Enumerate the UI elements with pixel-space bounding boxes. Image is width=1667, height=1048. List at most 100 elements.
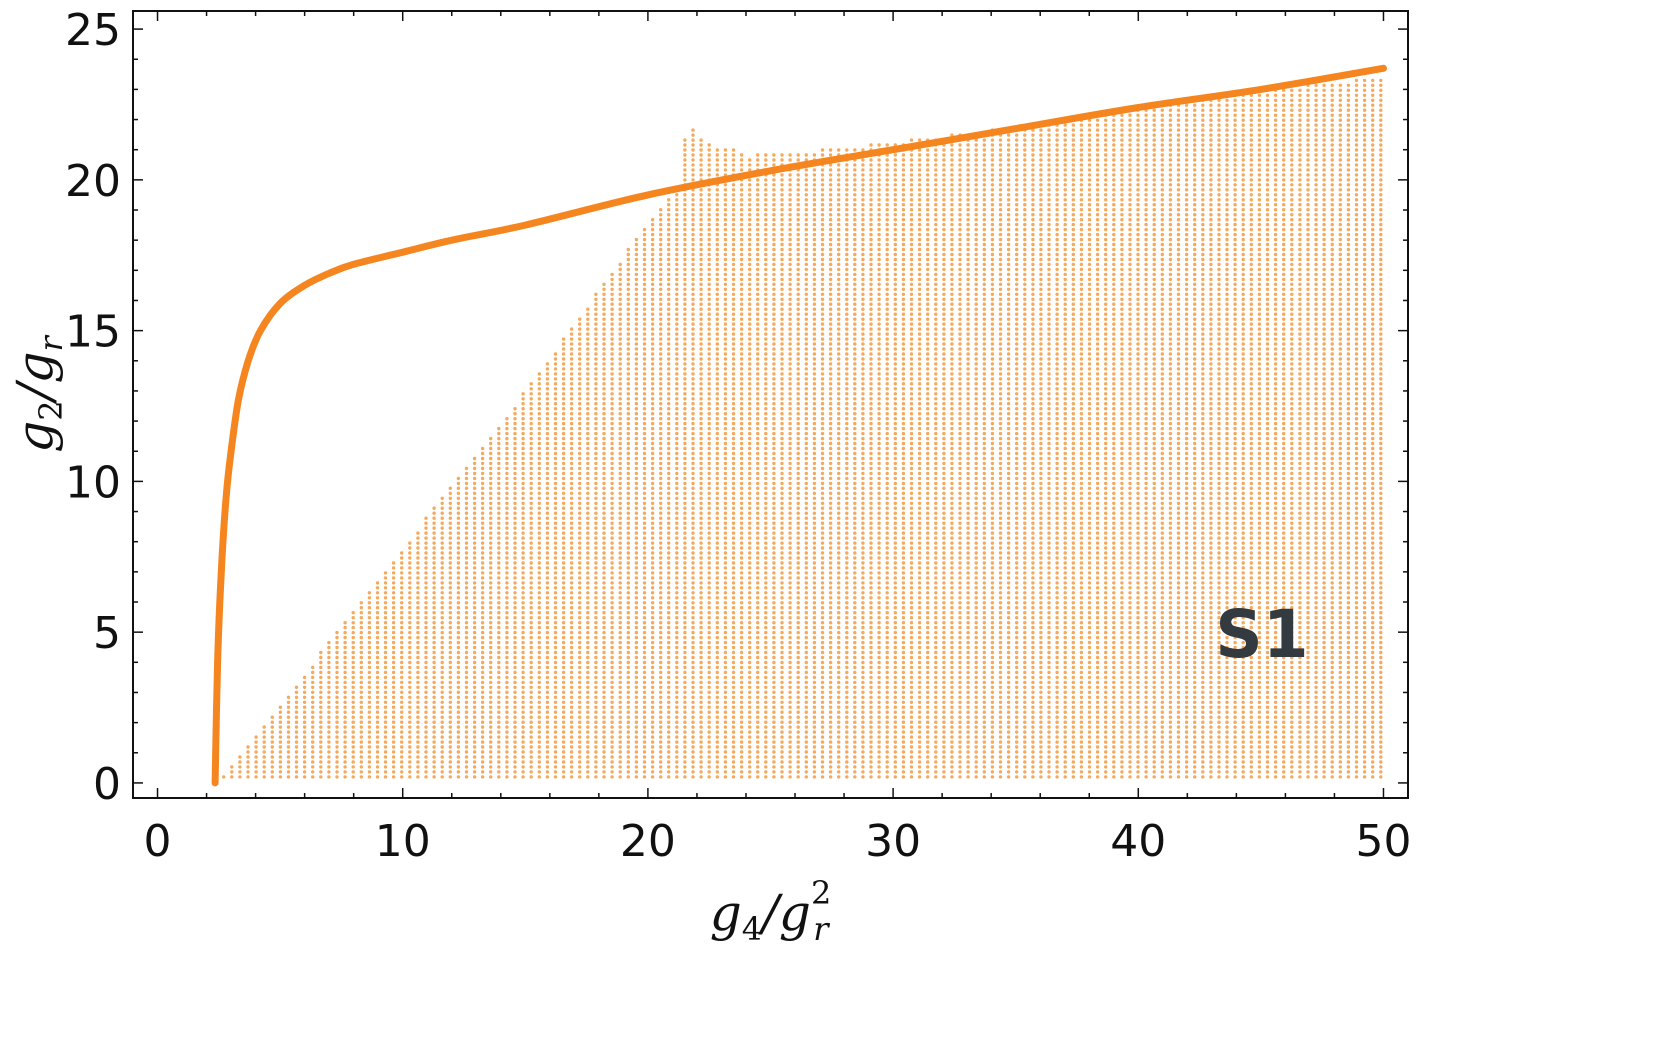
region-point bbox=[739, 765, 744, 769]
region-point bbox=[578, 461, 582, 466]
region-point bbox=[650, 456, 655, 461]
region-point bbox=[561, 546, 566, 550]
region-point bbox=[424, 566, 428, 570]
region-point bbox=[731, 556, 736, 560]
region-point bbox=[715, 421, 719, 426]
region-point bbox=[618, 461, 622, 466]
region-point bbox=[400, 710, 404, 714]
region-point bbox=[764, 203, 768, 207]
region-point bbox=[699, 680, 703, 685]
region-point bbox=[594, 397, 598, 401]
region-point bbox=[537, 426, 541, 431]
region-point bbox=[594, 412, 598, 416]
region-point bbox=[683, 546, 687, 550]
region-point bbox=[715, 690, 719, 694]
region-point bbox=[748, 576, 752, 580]
region-point bbox=[618, 561, 622, 565]
region-point bbox=[416, 556, 420, 560]
region-point bbox=[659, 710, 663, 714]
region-point bbox=[602, 307, 606, 311]
region-point bbox=[440, 566, 444, 570]
region-point bbox=[739, 700, 744, 704]
region-point bbox=[683, 441, 687, 446]
region-point bbox=[667, 377, 671, 381]
region-point bbox=[723, 208, 728, 212]
region-point bbox=[707, 412, 711, 416]
region-point bbox=[780, 566, 784, 570]
region-point bbox=[618, 262, 622, 267]
region-point bbox=[667, 337, 671, 341]
region-point bbox=[497, 730, 501, 734]
region-point bbox=[650, 621, 655, 625]
region-point bbox=[440, 730, 444, 734]
region-point bbox=[659, 412, 663, 416]
region-point bbox=[489, 715, 493, 719]
region-point bbox=[367, 690, 372, 694]
region-point bbox=[432, 715, 436, 719]
region-point bbox=[756, 621, 760, 625]
region-point bbox=[400, 770, 404, 774]
region-point bbox=[650, 715, 655, 719]
region-point bbox=[440, 616, 444, 620]
region-point bbox=[675, 621, 679, 625]
region-point bbox=[569, 426, 574, 431]
region-point bbox=[578, 377, 582, 381]
region-point bbox=[416, 690, 420, 694]
region-point bbox=[683, 625, 687, 630]
region-point bbox=[691, 222, 695, 227]
region-point bbox=[723, 312, 728, 316]
region-point bbox=[731, 257, 736, 262]
region-point bbox=[391, 740, 396, 744]
region-point bbox=[667, 635, 671, 640]
region-point bbox=[756, 576, 760, 580]
region-point bbox=[505, 546, 509, 550]
region-point bbox=[464, 730, 469, 734]
region-point bbox=[521, 496, 525, 500]
region-point bbox=[659, 357, 663, 361]
region-point bbox=[586, 521, 590, 525]
region-point bbox=[707, 501, 711, 505]
region-point bbox=[448, 770, 452, 774]
region-point bbox=[553, 586, 558, 590]
region-point bbox=[667, 715, 671, 719]
region-point bbox=[691, 551, 695, 555]
region-point bbox=[270, 740, 274, 744]
region-point bbox=[375, 611, 380, 615]
region-point bbox=[610, 670, 614, 675]
region-point bbox=[739, 571, 744, 575]
region-point bbox=[756, 496, 760, 500]
region-point bbox=[505, 431, 509, 436]
region-point bbox=[545, 700, 550, 704]
region-point bbox=[302, 680, 307, 685]
region-point bbox=[699, 541, 703, 545]
region-point bbox=[561, 586, 566, 590]
region-point bbox=[594, 571, 598, 575]
region-point bbox=[569, 660, 574, 665]
region-point bbox=[489, 436, 493, 441]
region-point bbox=[448, 695, 452, 699]
region-point bbox=[561, 407, 566, 411]
region-point bbox=[739, 337, 744, 341]
region-point bbox=[723, 377, 728, 381]
region-point bbox=[513, 426, 517, 431]
region-point bbox=[521, 392, 525, 396]
region-point bbox=[764, 695, 768, 699]
region-point bbox=[667, 456, 671, 461]
region-point bbox=[731, 591, 736, 595]
region-point bbox=[586, 705, 590, 709]
region-point bbox=[642, 267, 647, 272]
region-point bbox=[408, 611, 412, 615]
region-point bbox=[497, 566, 501, 570]
region-point bbox=[569, 511, 574, 515]
region-point bbox=[400, 596, 404, 600]
region-point bbox=[634, 451, 639, 456]
region-point bbox=[529, 501, 533, 505]
region-point bbox=[497, 531, 501, 535]
region-point bbox=[553, 616, 558, 620]
region-point bbox=[731, 213, 736, 217]
region-point bbox=[650, 302, 655, 306]
region-point bbox=[529, 526, 533, 530]
region-point bbox=[529, 670, 533, 675]
region-point bbox=[537, 491, 541, 495]
region-point bbox=[756, 581, 760, 585]
